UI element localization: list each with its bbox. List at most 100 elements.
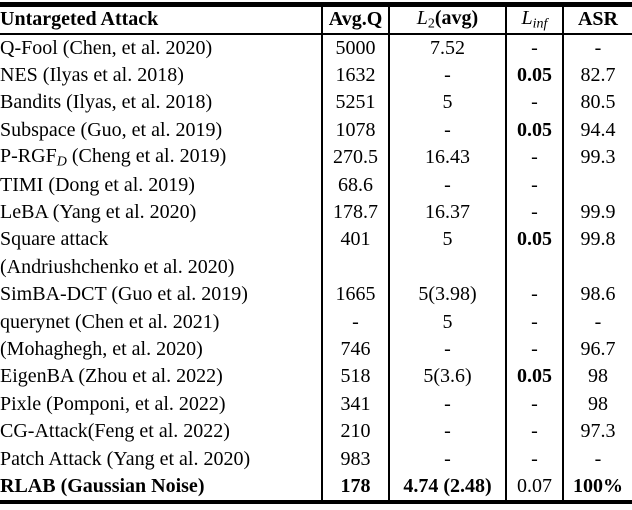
- text-segment: -: [531, 392, 538, 415]
- text-segment: 97.3: [580, 420, 616, 443]
- cell-linf: -: [506, 281, 564, 309]
- text-segment: 5: [442, 228, 453, 251]
- cell-asr: 99.3: [563, 144, 632, 171]
- cell-linf: -: [506, 445, 564, 473]
- table-row: Square attack 401 5 0.05 99.8: [0, 226, 632, 254]
- table-row: Subspace (Guo, et al. 2019) 1078 - 0.05 94.4: [0, 116, 632, 145]
- col-header-untargeted-attack: Untargeted Attack: [0, 4, 323, 35]
- cell-avg-q: 983: [322, 445, 390, 473]
- table-row: P-RGFD (Cheng et al. 2019) 270.5 16.43 - 99.…: [0, 144, 632, 172]
- text-segment: -: [531, 310, 538, 333]
- cell-asr: 98: [563, 391, 632, 418]
- table-row: (Andriushchenko et al. 2020): [0, 253, 632, 282]
- text-segment: 5: [442, 310, 453, 333]
- cell-linf: -: [506, 390, 564, 418]
- cell-attack-name: Bandits (Ilyas, et al. 2018): [0, 89, 323, 117]
- text-segment: 16.43: [425, 146, 470, 169]
- table-row: TIMI (Dong et al. 2019) 68.6 - -: [0, 171, 632, 199]
- text-segment: NES (Ilyas et al. 2018): [0, 64, 184, 87]
- text-segment: 99.3: [580, 146, 616, 169]
- text-segment: Square attack: [0, 228, 109, 251]
- table-row: SimBA-DCT (Guo et al. 2019) 1665 5(3.98) - 9…: [0, 281, 632, 309]
- text-segment: -: [531, 201, 538, 224]
- cell-linf: -: [506, 417, 564, 446]
- table-row: LeBA (Yang et al. 2020) 178.7 16.37 - 99.9: [0, 198, 632, 227]
- text-segment: 1665: [335, 283, 376, 306]
- cell-l2-avg: 5: [389, 89, 507, 117]
- text-segment: 0.05: [517, 64, 552, 87]
- cell-avg-q: 1078: [322, 116, 390, 145]
- text-segment: LeBA (Yang et al. 2020): [0, 201, 197, 224]
- cell-l2-avg: -: [389, 335, 507, 364]
- text-segment: P-RGF: [0, 145, 57, 167]
- text-segment: -: [531, 146, 538, 169]
- cell-asr: 96.7: [563, 336, 632, 363]
- text-segment: 5251: [335, 91, 376, 114]
- cell-linf: [506, 253, 564, 282]
- text-segment: -: [531, 36, 538, 59]
- cell-linf: 0.07: [506, 472, 564, 503]
- cell-attack-name: querynet (Chen et al. 2021): [0, 308, 323, 336]
- text-segment: (avg): [434, 7, 479, 29]
- cell-l2-avg: 5: [389, 226, 507, 254]
- cell-linf: -: [506, 308, 564, 336]
- cell-avg-q: 746: [322, 335, 390, 364]
- text-segment: 5(3.98): [418, 283, 477, 306]
- text-segment: -: [531, 173, 538, 196]
- cell-avg-q: 1632: [322, 61, 390, 90]
- text-segment: -: [444, 447, 451, 470]
- text-segment: (Cheng et al. 2019): [66, 145, 227, 167]
- text-segment: SimBA-DCT (Guo et al. 2019): [0, 283, 248, 306]
- text-segment: 98: [588, 392, 608, 415]
- cell-attack-name: EigenBA (Zhou et al. 2022): [0, 363, 323, 391]
- text-segment: 80.5: [580, 91, 616, 114]
- header-row: Untargeted Attack Avg.Q L2(avg) Linf ASR: [0, 4, 632, 35]
- cell-asr: 97.3: [563, 418, 632, 445]
- text-segment: -: [444, 337, 451, 360]
- col-header-asr: ASR: [563, 4, 632, 35]
- cell-l2-avg: [389, 253, 507, 282]
- cell-attack-name: RLAB (Gaussian Noise): [0, 472, 323, 503]
- text-segment: -: [444, 392, 451, 415]
- text-segment: 96.7: [580, 337, 616, 360]
- text-segment: -: [531, 420, 538, 443]
- cell-linf: 0.05: [506, 363, 564, 391]
- cell-avg-q: 178.7: [322, 198, 390, 227]
- cell-asr: 98.6: [563, 281, 632, 308]
- text-segment: -: [531, 91, 538, 114]
- text-segment: 983: [340, 447, 371, 470]
- cell-attack-name: (Andriushchenko et al. 2020): [0, 253, 323, 282]
- table-row: (Mohaghegh, et al. 2020) 746 - - 96.7: [0, 335, 632, 364]
- text-segment: -: [444, 118, 451, 141]
- table-row: Pixle (Pomponi, et al. 2022) 341 - - 98: [0, 390, 632, 418]
- cell-linf: -: [506, 89, 564, 117]
- text-segment: 5000: [335, 36, 376, 59]
- text-segment: 178: [340, 474, 371, 497]
- text-segment: TIMI (Dong et al. 2019): [0, 173, 195, 196]
- table-row: CG-Attack(Feng et al. 2022) 210 - - 97.3: [0, 417, 632, 446]
- cell-asr: 94.4: [563, 117, 632, 144]
- cell-l2-avg: -: [389, 417, 507, 446]
- cell-avg-q: 68.6: [322, 171, 390, 199]
- text-segment: -: [594, 310, 602, 333]
- cell-linf: 0.05: [506, 116, 564, 145]
- cell-avg-q: 5000: [322, 33, 390, 62]
- cell-asr: 82.7: [563, 62, 632, 89]
- cell-avg-q: 178: [322, 472, 390, 503]
- cell-avg-q: [322, 253, 390, 282]
- cell-attack-name: (Mohaghegh, et al. 2020): [0, 335, 323, 364]
- text-segment: 5: [442, 91, 453, 114]
- text-segment: L: [416, 7, 428, 29]
- table-row: querynet (Chen et al. 2021) - 5 - -: [0, 308, 632, 336]
- cell-attack-name: Subspace (Guo, et al. 2019): [0, 116, 323, 145]
- cell-l2-avg: -: [389, 445, 507, 473]
- col-header-linf: Linf: [506, 4, 564, 35]
- cell-l2-avg: 4.74 (2.48): [389, 472, 507, 503]
- cell-avg-q: 341: [322, 390, 390, 418]
- text-segment: Avg.Q: [328, 8, 383, 31]
- text-segment: -: [531, 337, 538, 360]
- cell-linf: -: [506, 33, 564, 62]
- text-segment: 16.37: [425, 201, 470, 224]
